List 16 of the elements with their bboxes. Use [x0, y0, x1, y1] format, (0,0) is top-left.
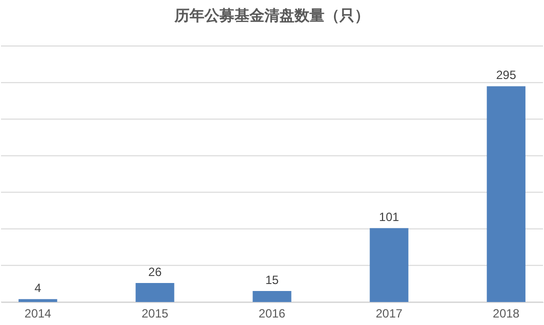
bar	[486, 86, 526, 302]
bar	[370, 228, 408, 302]
x-tick-label: 2014	[24, 306, 52, 320]
x-tick-label: 2017	[376, 306, 403, 320]
chart-title: 历年公募基金清盘数量（只）	[174, 8, 370, 24]
x-tick-label: 2018	[492, 306, 520, 320]
x-tick-label: 2016	[258, 306, 286, 320]
data-label: 295	[496, 68, 516, 82]
data-label: 101	[379, 210, 400, 224]
data-label: 4	[34, 281, 42, 296]
bar	[252, 291, 292, 302]
x-tick-label: 2015	[142, 306, 169, 320]
data-label: 15	[265, 273, 279, 288]
data-label: 26	[148, 264, 162, 279]
bar	[136, 282, 174, 302]
bar	[18, 299, 58, 302]
